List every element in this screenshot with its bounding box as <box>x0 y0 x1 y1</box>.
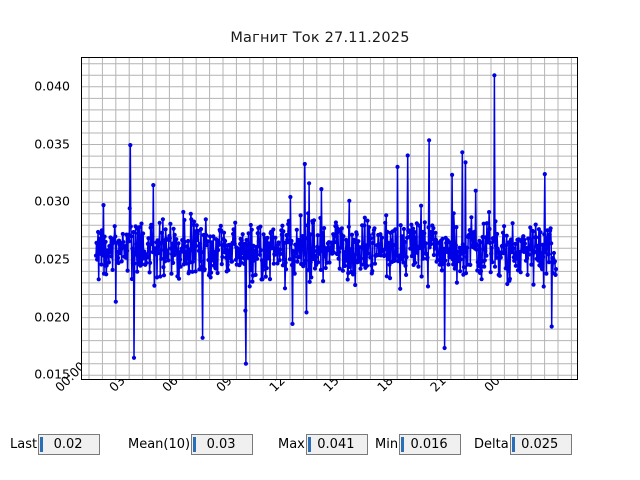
status-label: Last <box>10 436 38 452</box>
y-tick-label: 0.015 <box>34 366 70 382</box>
status-field-max: Max 0.041 <box>278 432 368 456</box>
text-cursor-icon <box>193 436 197 452</box>
status-value-box[interactable]: 0.041 <box>305 433 368 455</box>
y-tick-label: 0.025 <box>34 251 70 267</box>
status-value: 0.025 <box>521 436 559 452</box>
series-magnit-tok <box>82 58 577 379</box>
status-value: 0.02 <box>53 436 83 452</box>
status-label: Mean(10) <box>128 436 191 452</box>
status-value-box[interactable]: 0.025 <box>509 433 572 455</box>
status-field-mean-10: Mean(10) 0.03 <box>128 432 254 456</box>
status-field-delta: Delta 0.025 <box>474 432 572 456</box>
y-tick-label: 0.030 <box>34 193 70 209</box>
plot-area[interactable] <box>81 57 578 380</box>
y-tick-label: 0.020 <box>34 309 70 325</box>
status-label: Max <box>278 436 305 452</box>
y-tick-label: 0.035 <box>34 136 70 152</box>
status-bar: Last 0.02 Mean(10) 0.03 Max 0.041 Min 0.016 Delt… <box>0 429 640 459</box>
status-label: Delta <box>474 436 509 452</box>
text-cursor-icon <box>511 436 515 452</box>
status-value: 0.041 <box>317 436 355 452</box>
text-cursor-icon <box>40 436 44 452</box>
text-cursor-icon <box>307 436 311 452</box>
status-value-box[interactable]: 0.02 <box>38 433 101 455</box>
y-tick-label: 0.040 <box>34 78 70 94</box>
chart-title: Магнит Ток 27.11.2025 <box>230 30 410 46</box>
status-value-box[interactable]: 0.016 <box>399 433 462 455</box>
status-value: 0.016 <box>410 436 448 452</box>
status-value: 0.03 <box>206 436 236 452</box>
status-field-min: Min 0.016 <box>375 432 462 456</box>
status-value-box[interactable]: 0.03 <box>191 433 254 455</box>
y-axis-labels: 0.015 0.020 0.025 0.030 0.035 0.040 <box>0 0 76 425</box>
status-field-last: Last 0.02 <box>10 432 101 456</box>
status-label: Min <box>375 436 399 452</box>
text-cursor-icon <box>401 436 405 452</box>
chart-panel: Магнит Ток 27.11.2025 0.015 0.020 0.025 0.0… <box>0 0 578 425</box>
